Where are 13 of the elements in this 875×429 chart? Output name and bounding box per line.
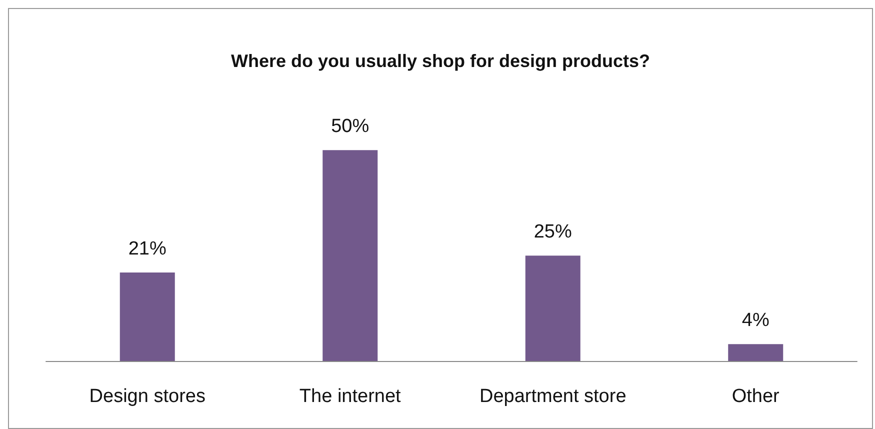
chart-title: Where do you usually shop for design products? (230, 51, 650, 71)
bar (322, 150, 378, 361)
x-tick-label: The internet (299, 386, 402, 407)
data-label: 50% (331, 116, 370, 138)
data-label: 4% (742, 310, 770, 332)
data-label: 25% (534, 222, 572, 243)
bar (728, 344, 784, 361)
x-tick-label: Other (732, 386, 780, 407)
x-tick-label: Design stores (89, 386, 206, 407)
x-tick-label: Department store (479, 386, 626, 407)
bar (525, 256, 580, 361)
bar (120, 272, 175, 361)
data-label: 21% (128, 238, 166, 260)
